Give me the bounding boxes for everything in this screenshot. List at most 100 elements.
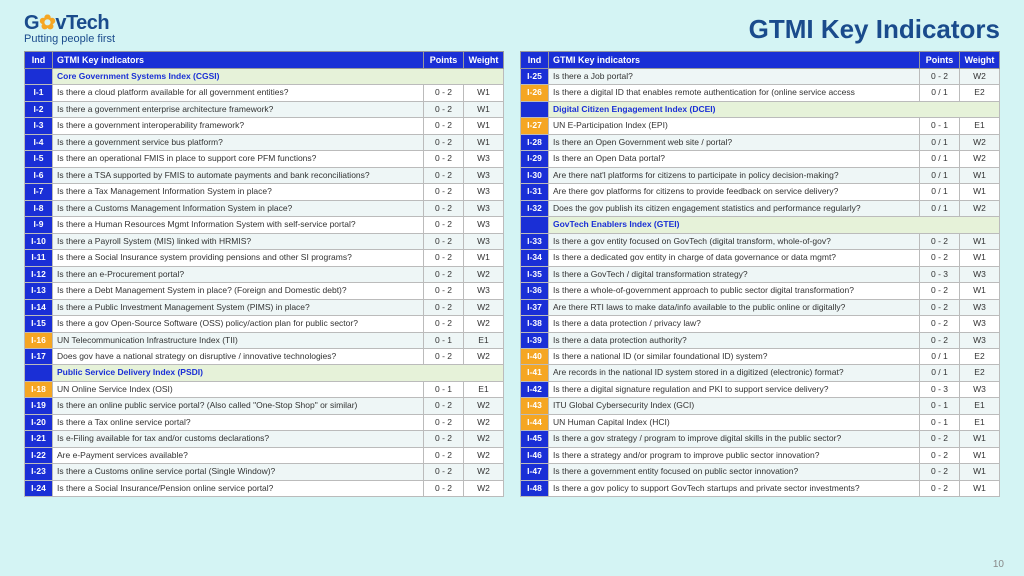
table-row: I-2Is there a government enterprise arch… xyxy=(25,101,504,117)
indicator-id: I-34 xyxy=(521,250,549,266)
indicator-id: I-20 xyxy=(25,414,53,430)
section-label: Digital Citizen Engagement Index (DCEI) xyxy=(549,101,1000,117)
indicator-points: 0 - 2 xyxy=(920,480,960,496)
table-row: I-45Is there a gov strategy / program to… xyxy=(521,431,1000,447)
indicator-text: Is there a Debt Management System in pla… xyxy=(53,283,424,299)
indicator-points: 0 - 2 xyxy=(424,233,464,249)
indicator-text: Is there a TSA supported by FMIS to auto… xyxy=(53,167,424,183)
indicator-id: I-36 xyxy=(521,283,549,299)
indicator-weight: W1 xyxy=(464,101,504,117)
section-label: Public Service Delivery Index (PSDI) xyxy=(53,365,504,381)
indicator-text: Is there an e-Procurement portal? xyxy=(53,266,424,282)
page-number: 10 xyxy=(993,559,1004,570)
table-row: I-10Is there a Payroll System (MIS) link… xyxy=(25,233,504,249)
indicator-id: I-45 xyxy=(521,431,549,447)
indicator-points: 0 - 2 xyxy=(424,200,464,216)
indicator-id: I-41 xyxy=(521,365,549,381)
indicator-points: 0 / 1 xyxy=(920,167,960,183)
indicator-text: Is there a Social Insurance system provi… xyxy=(53,250,424,266)
indicator-id: I-39 xyxy=(521,332,549,348)
indicator-id: I-14 xyxy=(25,299,53,315)
indicator-points: 0 - 2 xyxy=(920,316,960,332)
indicator-text: Is there an Open Government web site / p… xyxy=(549,134,920,150)
indicator-id: I-32 xyxy=(521,200,549,216)
indicator-points: 0 - 2 xyxy=(424,167,464,183)
logo-text: G✿vTech xyxy=(24,10,115,35)
indicator-points: 0 - 1 xyxy=(920,398,960,414)
indicator-text: Are e-Payment services available? xyxy=(53,447,424,463)
indicator-weight: W1 xyxy=(960,233,1000,249)
indicator-text: Is there an operational FMIS in place to… xyxy=(53,151,424,167)
indicator-weight: W2 xyxy=(464,348,504,364)
indicator-weight: W1 xyxy=(464,118,504,134)
table-row: I-25Is there a Job portal?0 - 2W2 xyxy=(521,69,1000,85)
indicator-id: I-16 xyxy=(25,332,53,348)
section-label: GovTech Enablers Index (GTEI) xyxy=(549,217,1000,233)
col-weight: Weight xyxy=(960,52,1000,69)
indicator-weight: W1 xyxy=(960,283,1000,299)
indicator-points: 0 - 2 xyxy=(424,151,464,167)
indicator-weight: W1 xyxy=(960,184,1000,200)
indicator-points: 0 - 2 xyxy=(920,283,960,299)
indicator-points: 0 / 1 xyxy=(920,151,960,167)
indicator-text: Is there a government interoperability f… xyxy=(53,118,424,134)
indicator-weight: W2 xyxy=(960,151,1000,167)
indicator-id: I-24 xyxy=(25,480,53,496)
table-row: I-34Is there a dedicated gov entity in c… xyxy=(521,250,1000,266)
indicator-weight: W2 xyxy=(464,316,504,332)
indicator-id: I-26 xyxy=(521,85,549,101)
indicator-id: I-22 xyxy=(25,447,53,463)
table-row: I-15Is there a gov Open-Source Software … xyxy=(25,316,504,332)
indicator-text: Are records in the national ID system st… xyxy=(549,365,920,381)
table-row: I-35Is there a GovTech / digital transfo… xyxy=(521,266,1000,282)
indicator-id: I-43 xyxy=(521,398,549,414)
indicator-weight: W3 xyxy=(960,266,1000,282)
table-row: I-37Are there RTI laws to make data/info… xyxy=(521,299,1000,315)
table-row: I-14Is there a Public Investment Managem… xyxy=(25,299,504,315)
indicator-text: Is there a Job portal? xyxy=(549,69,920,85)
table-row: I-46Is there a strategy and/or program t… xyxy=(521,447,1000,463)
indicator-id: I-5 xyxy=(25,151,53,167)
indicator-points: 0 - 2 xyxy=(424,316,464,332)
indicator-weight: E1 xyxy=(960,118,1000,134)
section-label: Core Government Systems Index (CGSI) xyxy=(53,69,504,85)
col-points: Points xyxy=(424,52,464,69)
indicator-points: 0 - 1 xyxy=(424,332,464,348)
indicator-weight: W2 xyxy=(464,266,504,282)
indicator-points: 0 / 1 xyxy=(920,348,960,364)
indicator-points: 0 - 2 xyxy=(424,464,464,480)
indicator-points: 0 - 2 xyxy=(920,431,960,447)
table-row: I-38Is there a data protection / privacy… xyxy=(521,316,1000,332)
table-row: I-9Is there a Human Resources Mgmt Infor… xyxy=(25,217,504,233)
indicator-id: I-13 xyxy=(25,283,53,299)
indicator-weight: W1 xyxy=(960,447,1000,463)
indicator-id: I-1 xyxy=(25,85,53,101)
indicator-id: I-15 xyxy=(25,316,53,332)
indicator-weight: W3 xyxy=(464,167,504,183)
table-row: I-30Are there nat'l platforms for citize… xyxy=(521,167,1000,183)
gear-icon: ✿ xyxy=(39,10,55,35)
indicator-id: I-18 xyxy=(25,381,53,397)
indicator-id: I-6 xyxy=(25,167,53,183)
indicator-weight: W3 xyxy=(960,332,1000,348)
indicator-text: Is there a data protection / privacy law… xyxy=(549,316,920,332)
indicator-points: 0 - 2 xyxy=(424,447,464,463)
indicator-points: 0 - 2 xyxy=(424,85,464,101)
indicator-id: I-2 xyxy=(25,101,53,117)
table-row: I-47Is there a government entity focused… xyxy=(521,464,1000,480)
indicator-text: UN Telecommunication Infrastructure Inde… xyxy=(53,332,424,348)
table-row: I-8Is there a Customs Management Informa… xyxy=(25,200,504,216)
table-row: I-24Is there a Social Insurance/Pension … xyxy=(25,480,504,496)
indicator-weight: W2 xyxy=(464,431,504,447)
table-row: I-43ITU Global Cybersecurity Index (GCI)… xyxy=(521,398,1000,414)
logo-pre: G xyxy=(24,12,39,34)
indicator-weight: W3 xyxy=(960,381,1000,397)
table-row: I-28Is there an Open Government web site… xyxy=(521,134,1000,150)
indicator-weight: W2 xyxy=(960,200,1000,216)
indicator-weight: W1 xyxy=(960,464,1000,480)
indicators-table-right: Ind GTMI Key indicators Points Weight I-… xyxy=(520,51,1000,497)
indicator-text: Is there a dedicated gov entity in charg… xyxy=(549,250,920,266)
indicator-points: 0 / 1 xyxy=(920,200,960,216)
indicator-text: Does the gov publish its citizen engagem… xyxy=(549,200,920,216)
indicator-text: Is there a Customs Management Informatio… xyxy=(53,200,424,216)
